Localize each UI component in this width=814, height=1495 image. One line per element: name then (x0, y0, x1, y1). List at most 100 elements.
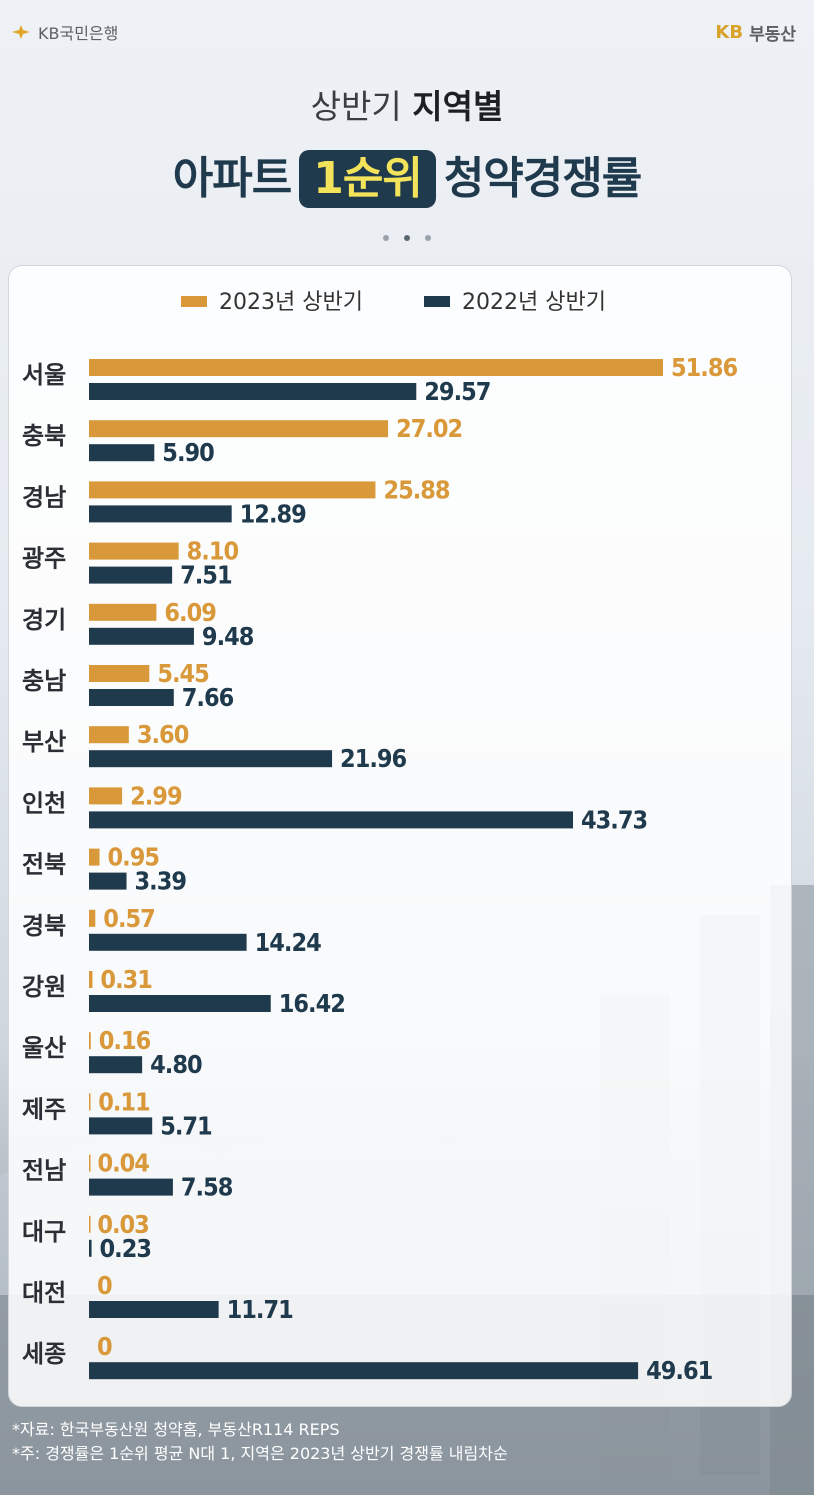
data-label-2023: 0.16 (99, 1026, 151, 1055)
bar-2022 (89, 872, 127, 890)
page-subtitle: 상반기 지역별 (0, 80, 814, 128)
bar-2023 (89, 1093, 91, 1111)
category-label: 경북 (22, 912, 66, 940)
category-label: 전남 (22, 1157, 66, 1185)
category-label: 울산 (22, 1034, 66, 1062)
bar-2023 (89, 603, 157, 621)
bar-2023 (89, 726, 129, 744)
data-label-2022: 5.71 (160, 1111, 212, 1140)
carousel-dot[interactable] (382, 235, 389, 241)
bar-2022 (89, 1178, 173, 1196)
legend-swatch-0 (181, 296, 207, 307)
category-label: 충북 (22, 422, 66, 450)
bar-2023 (89, 1154, 91, 1172)
data-label-2023: 2.99 (130, 781, 182, 810)
bar-2022 (89, 1056, 143, 1074)
real-estate-name: 부동산 (749, 25, 796, 45)
category-label: 광주 (22, 545, 66, 573)
data-label-2022: 16.42 (279, 989, 345, 1018)
category-label: 세종 (22, 1340, 66, 1368)
category-label: 전북 (22, 851, 66, 879)
data-label-2022: 7.51 (180, 561, 232, 590)
title-after: 청약경쟁률 (443, 153, 642, 204)
legend-label-1: 2022년 상반기 (462, 290, 606, 315)
category-label: 경남 (22, 483, 66, 511)
category-label: 인천 (22, 789, 66, 817)
bar-2023 (89, 359, 663, 376)
carousel-dot-active[interactable] (404, 235, 410, 241)
data-label-2022: 4.80 (150, 1050, 202, 1079)
data-label-2023: 8.10 (187, 537, 239, 566)
data-label-2023: 51.86 (671, 353, 737, 382)
kb-bank-logo: KB국민은행 (10, 20, 118, 44)
bar-2023 (89, 971, 93, 988)
title-highlight: 1순위 (299, 150, 436, 208)
bar-2023 (89, 665, 150, 682)
bar-2022 (89, 505, 232, 523)
data-label-2023: 0 (97, 1332, 112, 1361)
bar-2023 (89, 1032, 91, 1050)
data-label-2023: 0 (97, 1271, 112, 1300)
bar-2022 (89, 383, 417, 400)
data-label-2022: 11.71 (227, 1295, 293, 1324)
footnote-note: *주: 경쟁률은 1순위 평균 N대 1, 지역은 2023년 상반기 경쟁률 … (12, 1444, 508, 1463)
bar-2022 (89, 1239, 92, 1257)
footnote-source: *자료: 한국부동산원 청약홈, 부동산R114 REPS (12, 1420, 340, 1439)
data-label-2023: 27.02 (396, 414, 462, 443)
data-label-2022: 14.24 (255, 928, 321, 957)
bar-2022 (89, 689, 174, 706)
category-label: 충남 (22, 667, 66, 695)
title-bold: 지역별 (412, 87, 504, 126)
bar-2022 (89, 750, 333, 768)
category-label: 서울 (22, 361, 66, 389)
carousel-dot[interactable] (425, 235, 432, 241)
data-label-2023: 0.11 (98, 1087, 150, 1116)
footnotes: *자료: 한국부동산원 청약홈, 부동산R114 REPS *주: 경쟁률은 1… (12, 1418, 508, 1466)
bar-2022 (89, 1301, 219, 1318)
category-label: 강원 (22, 973, 66, 1001)
category-label: 부산 (22, 728, 66, 756)
bar-2022 (89, 1362, 639, 1380)
bar-2022 (89, 811, 574, 829)
data-label-2023: 5.45 (157, 659, 209, 688)
data-label-2022: 0.23 (100, 1234, 152, 1263)
kb-mark: KB (715, 22, 744, 43)
data-label-2022: 12.89 (240, 499, 306, 528)
category-label: 대전 (22, 1279, 66, 1307)
data-label-2023: 25.88 (383, 475, 449, 504)
data-label-2023: 0.04 (97, 1149, 149, 1178)
bar-2023 (89, 787, 123, 805)
bar-2023 (89, 848, 100, 866)
category-label: 경기 (22, 606, 66, 634)
data-label-2022: 29.57 (424, 377, 490, 406)
category-label: 대구 (22, 1218, 66, 1246)
data-label-2022: 3.39 (135, 867, 187, 896)
data-label-2022: 21.96 (340, 744, 406, 773)
bar-2022 (89, 1117, 153, 1135)
data-label-2023: 6.09 (164, 598, 216, 627)
kb-star-icon (12, 25, 30, 39)
data-label-2022: 9.48 (202, 622, 254, 651)
bar-2022 (89, 995, 271, 1012)
bar-2022 (89, 444, 155, 462)
data-label-2023: 3.60 (137, 720, 189, 749)
data-label-2022: 5.90 (162, 438, 214, 467)
title-light: 상반기 (310, 87, 402, 126)
data-label-2022: 7.66 (182, 683, 234, 712)
kb-bank-name: KB국민은행 (38, 24, 119, 43)
bar-2023 (89, 420, 389, 438)
bar-2022 (89, 566, 173, 584)
data-label-2023: 0.95 (108, 843, 160, 872)
bar-2022 (89, 933, 247, 951)
data-label-2022: 7.58 (181, 1173, 233, 1202)
data-label-2022: 49.61 (646, 1356, 712, 1385)
carousel-dots (0, 226, 814, 245)
bar-2023 (89, 1215, 91, 1233)
page-title: 아파트 1순위 청약경쟁률 (0, 142, 814, 208)
legend-label-0: 2023년 상반기 (219, 290, 363, 315)
bar-2023 (89, 542, 179, 560)
data-label-2023: 0.57 (103, 904, 154, 933)
legend-swatch-1 (424, 296, 450, 307)
kb-real-estate-logo: KB 부동산 (715, 20, 796, 45)
